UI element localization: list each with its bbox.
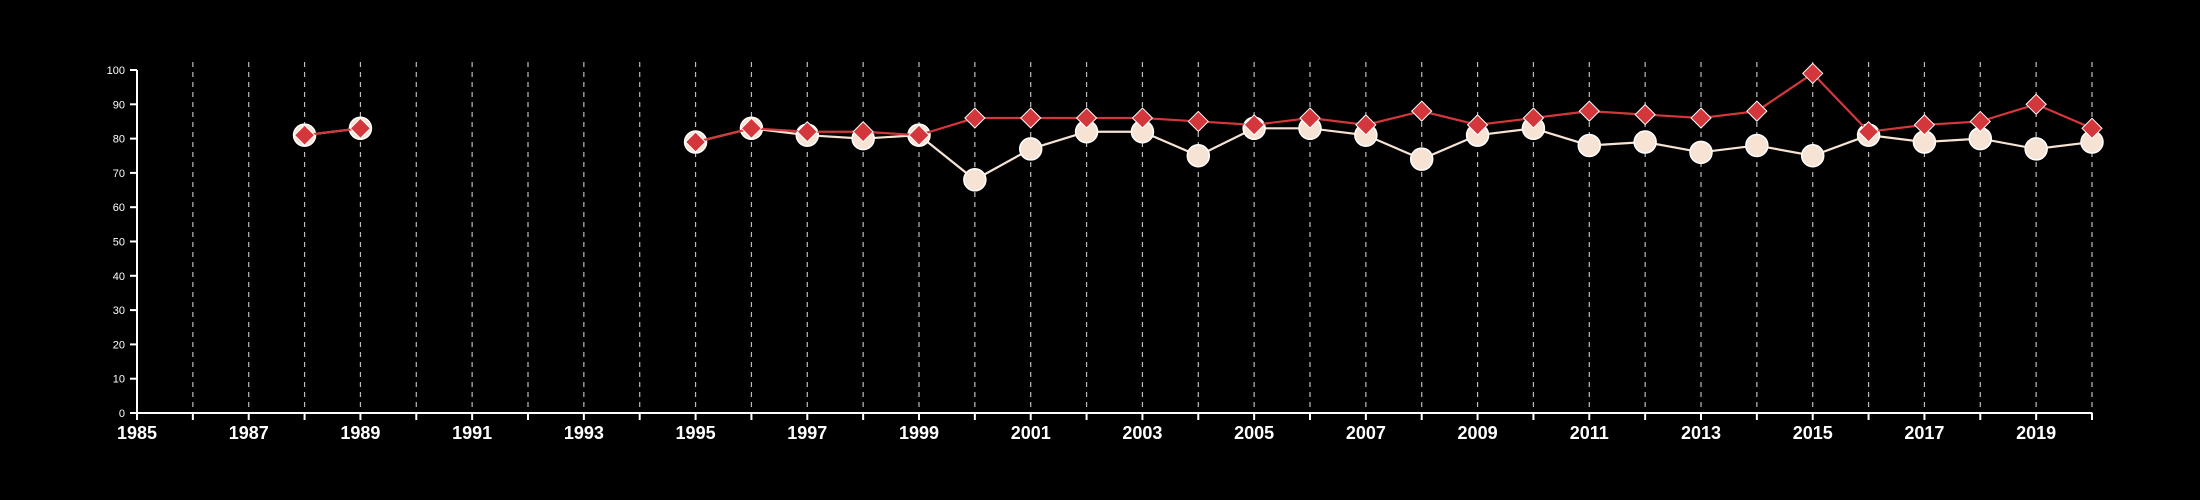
data-point-diamond: [1578, 100, 1600, 122]
data-point-circle: [1745, 133, 1769, 158]
data-point-circle: [1633, 130, 1657, 154]
series-2: [293, 62, 2103, 153]
data-point-diamond: [1913, 114, 1936, 136]
data-point-diamond: [349, 117, 372, 140]
x-tick-label: 2007: [1346, 423, 1386, 443]
data-point-diamond: [964, 107, 986, 129]
y-axis: 0 10 20 30 40 50 60 70 80 90 100: [107, 65, 138, 420]
x-tick-label: 2001: [1011, 423, 1051, 443]
x-tick-label: 2017: [1904, 423, 1944, 443]
data-point-diamond: [1690, 107, 1712, 129]
data-point-diamond: [1634, 103, 1656, 126]
data-point-circle: [963, 168, 987, 192]
data-point-circle: [1800, 144, 1825, 168]
x-tick-label: 1999: [899, 423, 939, 443]
data-point-diamond: [908, 124, 930, 146]
data-point-circle: [1689, 140, 1713, 165]
data-point-circle: [2024, 137, 2048, 161]
y-tick-label: 80: [113, 134, 125, 146]
series-line: [695, 71, 2093, 144]
data-point-diamond: [1299, 107, 1321, 129]
y-tick-label: 50: [113, 237, 125, 249]
data-point-diamond: [1522, 107, 1545, 129]
x-tick-label: 1989: [340, 423, 380, 443]
x-tick-label: 1995: [676, 423, 716, 443]
data-point-diamond: [1187, 110, 1209, 133]
data-point-diamond: [1969, 110, 1991, 133]
data-point-diamond: [684, 131, 707, 153]
y-tick-label: 10: [113, 374, 125, 386]
series-layer: [292, 62, 2104, 192]
data-point-diamond: [1746, 100, 1768, 122]
data-point-diamond: [1857, 121, 1880, 143]
x-tick-label: 2009: [1458, 423, 1498, 443]
data-point-diamond: [852, 121, 874, 143]
data-point-diamond: [2025, 93, 2047, 116]
y-tick-label: 0: [119, 408, 125, 420]
data-point-diamond: [740, 117, 763, 140]
data-point-diamond: [1075, 107, 1098, 129]
data-point-diamond: [1466, 114, 1489, 136]
data-point-diamond: [1020, 107, 1042, 129]
x-tick-label: 1997: [787, 423, 827, 443]
data-point-diamond: [1411, 100, 1433, 122]
data-point-diamond: [1802, 62, 1824, 85]
x-tick-label: 2005: [1234, 423, 1274, 443]
data-point-circle: [1577, 133, 1602, 158]
data-point-circle: [1018, 137, 1043, 161]
y-tick-label: 30: [113, 305, 125, 317]
y-tick-label: 90: [113, 99, 125, 111]
y-tick-label: 20: [113, 339, 125, 351]
x-tick-label: 1985: [117, 423, 157, 443]
y-tick-label: 40: [113, 271, 125, 283]
grid-lines: [192, 62, 2093, 413]
data-point-diamond: [796, 121, 818, 143]
series-line: [695, 127, 2093, 182]
data-point-diamond: [1355, 114, 1377, 136]
x-tick-label: 2019: [2016, 423, 2056, 443]
x-tick-label: 2003: [1122, 423, 1162, 443]
data-point-circle: [1186, 144, 1211, 168]
data-point-diamond: [2081, 117, 2103, 140]
y-tick-label: 100: [107, 65, 125, 77]
x-tick-label: 1991: [452, 423, 492, 443]
y-tick-label: 60: [113, 202, 125, 214]
x-tick-label: 2011: [1570, 423, 1609, 443]
x-tick-label: 2013: [1681, 423, 1721, 443]
x-axis: 1985 1987 1989 1991 1993 1995 1997 1999 2001 2003…: [117, 412, 2093, 443]
data-point-circle: [1409, 147, 1434, 171]
x-tick-label: 1993: [564, 423, 604, 443]
data-point-diamond: [1243, 114, 1265, 136]
x-tick-label: 2015: [1793, 423, 1833, 443]
y-tick-label: 70: [113, 168, 125, 180]
data-point-diamond: [293, 124, 316, 146]
x-tick-label: 1987: [229, 423, 269, 443]
data-point-diamond: [1131, 107, 1154, 129]
